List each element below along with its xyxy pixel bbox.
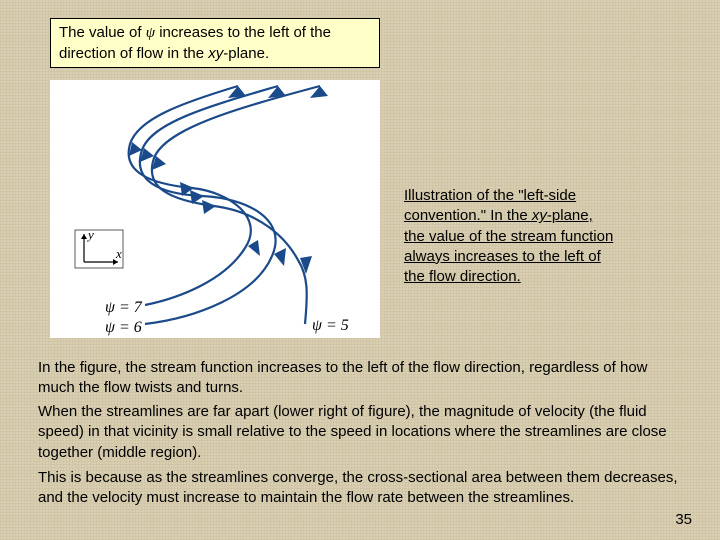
svg-text:y: y [86, 227, 94, 242]
callout-post: -plane. [223, 45, 269, 62]
svg-text:ψ = 5: ψ = 5 [312, 317, 349, 334]
svg-text:x: x [115, 246, 122, 261]
figure-caption: Illustration of the "left-side conventio… [404, 186, 614, 287]
paragraph-3: This is because as the streamlines conve… [38, 468, 686, 509]
streamline-figure: x y ψ = 7 ψ = 6 [50, 80, 380, 338]
caption-xy: xy [532, 207, 547, 224]
page-number: 35 [675, 511, 692, 528]
paragraph-2: When the streamlines are far apart (lowe… [38, 402, 686, 463]
callout-box: The value of ψ increases to the left of … [50, 18, 380, 68]
svg-text:ψ = 7: ψ = 7 [105, 299, 143, 316]
callout-xy: xy [208, 45, 223, 62]
callout-pre: The value of [59, 24, 146, 41]
svg-text:ψ = 6: ψ = 6 [105, 319, 142, 336]
paragraph-1: In the figure, the stream function incre… [38, 358, 686, 399]
callout-psi: ψ [146, 25, 155, 41]
